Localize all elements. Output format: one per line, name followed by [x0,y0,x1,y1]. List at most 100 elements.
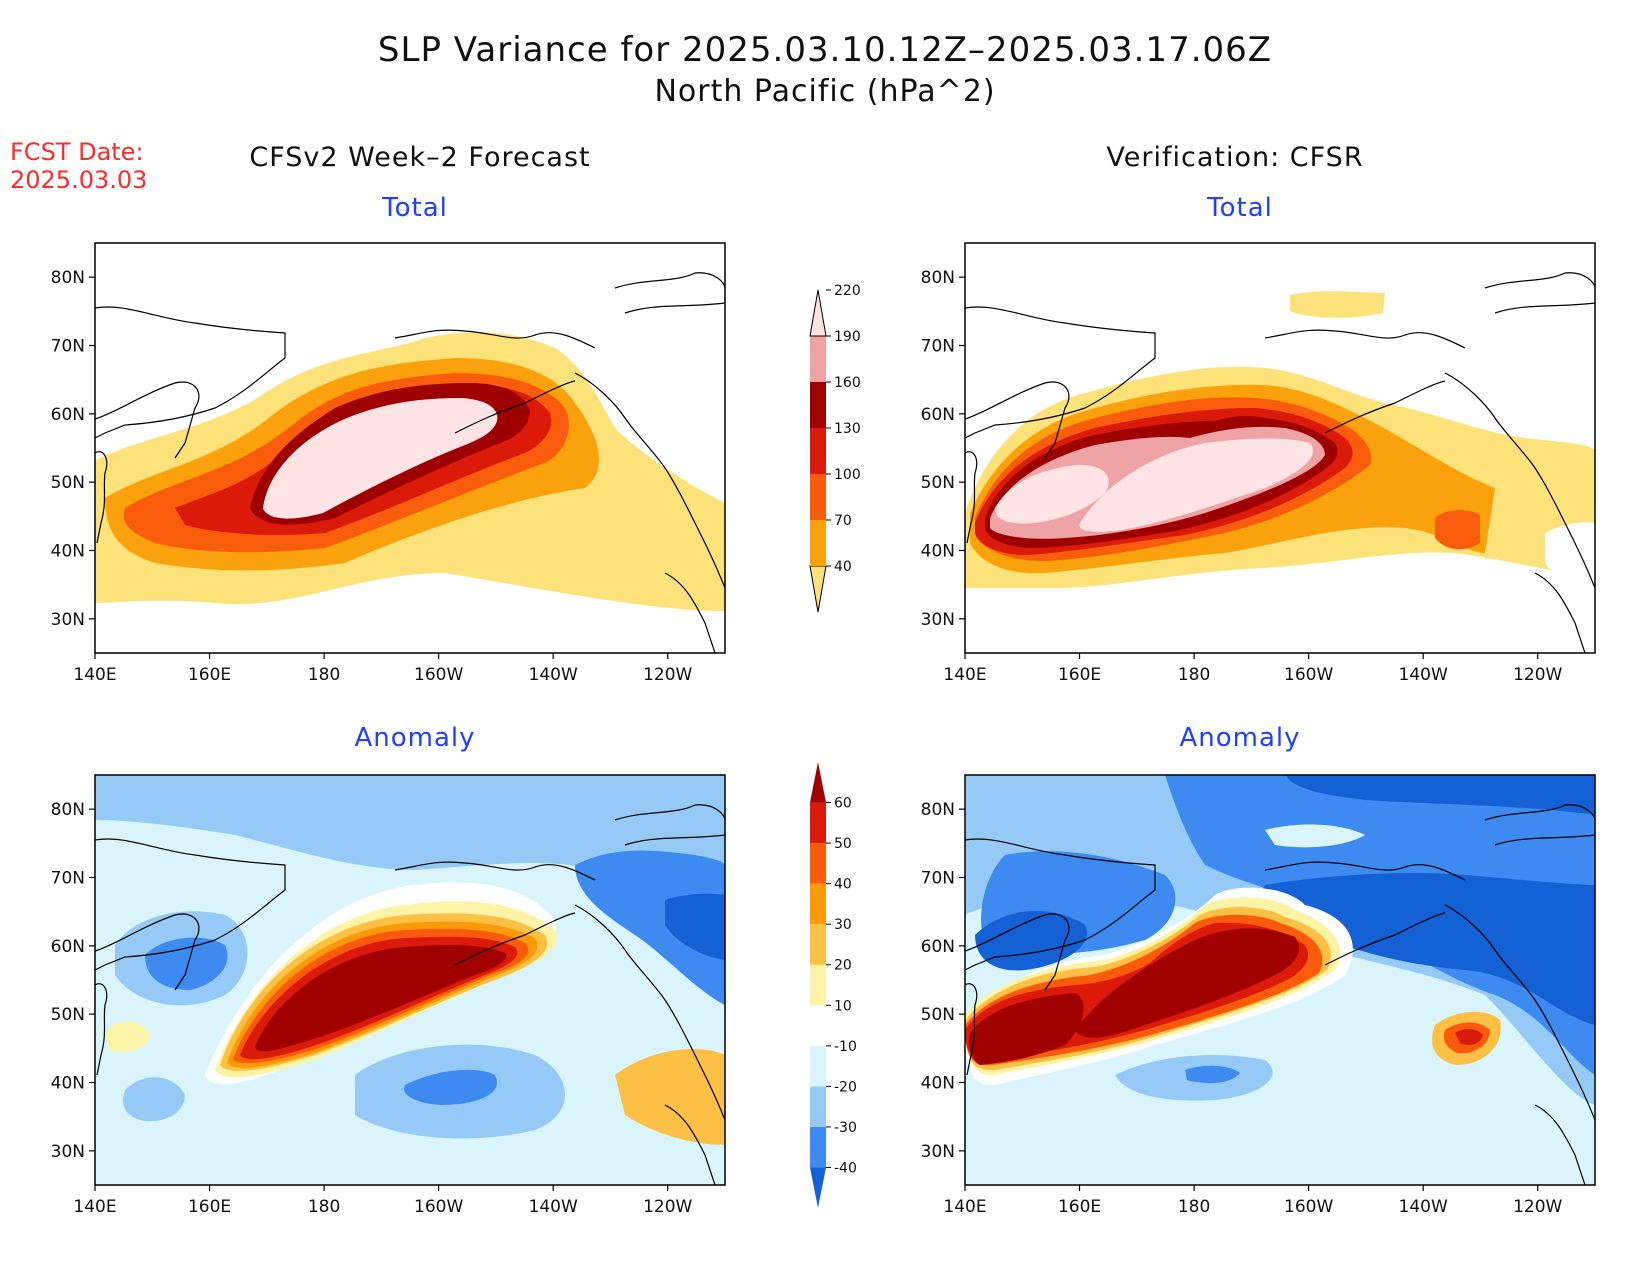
contour-minus20-minus10 [123,1077,185,1122]
x-tick-label: 160E [1058,1197,1101,1217]
colorbar-anomaly-label: 30 [834,917,852,933]
colorbar-total-swatch [810,336,826,382]
x-tick-label: 180 [1178,665,1210,685]
coastlines [965,272,1595,653]
colorbar-anomaly-swatch [810,924,826,965]
main-title: SLP Variance for 2025.03.10.12Z–2025.03.… [377,30,1273,70]
colorbar-anomaly-label: -10 [834,1039,857,1055]
colorbar-anomaly-label: 10 [834,998,852,1014]
colorbar-anomaly-swatch [810,964,826,1006]
colorbar-anomaly-swatch [810,802,826,844]
x-tick-label: 180 [1178,1197,1210,1217]
colorbar-total-label: 220 [834,283,861,299]
y-tick-label: 50N [51,473,85,493]
x-tick-label: 140E [943,665,986,685]
map-panel-forecast-anomaly [94,774,726,1186]
x-tick-label: 160W [414,1197,463,1217]
x-tick-label: 180 [308,1197,340,1217]
contour-100-130 [1435,510,1480,550]
colorbar-anomaly-label: -20 [834,1079,857,1095]
x-tick-label: 160E [188,1197,231,1217]
verification-column-title: Verification: CFSR [1106,142,1364,173]
contour-60-plus [1075,928,1299,1038]
colorbar-total-label: 130 [834,421,861,437]
contour-220-plus [1079,438,1313,532]
panel-title-verification-anomaly: Anomaly [1179,723,1301,753]
coastlines [95,804,725,1185]
map-panel-forecast-total [94,242,726,654]
panel-title-verification-total: Total [1207,193,1273,223]
colorbar-total-label: 70 [834,513,852,529]
contour-minus10-0 [1265,824,1365,848]
contour-20-30 [615,1049,725,1145]
colorbar-anomaly-swatch [810,1045,826,1087]
y-tick-label: 70N [51,337,85,357]
colorbar-total-label: 160 [834,375,861,391]
contour-220-plus [263,398,498,519]
y-tick-label: 60N [51,937,85,957]
colorbar-total-label: 40 [834,559,852,575]
x-tick-label: 160W [414,665,463,685]
x-tick-label: 140W [529,1197,578,1217]
x-tick-label: 140E [73,1197,116,1217]
colorbar-anomaly-label: 50 [834,836,852,852]
y-tick-label: 40N [51,1074,85,1094]
forecast-date-value: 2025.03.03 [10,166,148,194]
x-tick-label: 120W [643,665,692,685]
y-tick-label: 80N [921,800,955,820]
colorbar-total-swatch [809,289,827,337]
colorbar-total-swatch [809,565,827,613]
colorbar-anomaly: -40 -30 -20 -10 10 20 30 40 50 60 [810,762,857,1208]
colorbar-anomaly-swatch [810,1126,826,1168]
colorbar-total-label: 100 [834,467,861,483]
contour-40-70 [1290,291,1385,318]
axes-layer: 140E 160E 180 160W 140W 120W 80N 70N 60N 50N 40N 30… [51,268,1563,1217]
y-tick-label: 70N [51,869,85,889]
y-tick-label: 60N [921,405,955,425]
contour-minus40-minus30 [1261,873,1595,1025]
y-tick-label: 30N [921,610,955,630]
contour-minus30-minus20 [575,850,725,1005]
colorbar-anomaly-label: -40 [834,1160,857,1176]
x-tick-label: 140W [529,665,578,685]
y-tick-label: 50N [51,1005,85,1025]
x-tick-label: 160W [1284,1197,1333,1217]
y-tick-label: 40N [51,542,85,562]
contour-10-20 [105,1021,150,1052]
colorbar-total-label: 190 [834,329,861,345]
y-tick-label: 50N [921,473,955,493]
panel-title-forecast-anomaly: Anomaly [354,723,476,753]
contour-60-plus [969,993,1084,1065]
colorbar-total: 40 70 100 130 160 190 220 [809,283,861,613]
contour-60-plus [255,945,506,1052]
y-tick-label: 80N [51,800,85,820]
y-tick-label: 40N [921,542,955,562]
y-tick-label: 50N [921,1005,955,1025]
y-tick-label: 70N [921,869,955,889]
y-tick-label: 80N [51,268,85,288]
sub-title: North Pacific (hPa^2) [654,74,996,109]
colorbar-anomaly-swatch [810,1167,826,1208]
forecast-column-title: CFSv2 Week–2 Forecast [249,142,591,173]
colorbar-total-swatch [810,474,826,520]
contour-minus30-minus20 [145,937,228,990]
contour-minus10-0 [1384,994,1445,1027]
panel-title-forecast-total: Total [382,193,448,223]
colorbar-anomaly-swatch [810,843,826,884]
coastlines [95,272,725,653]
y-tick-label: 60N [921,937,955,957]
colorbar-anomaly-swatch [810,762,826,803]
contour-minus30-minus20 [1185,1065,1240,1084]
colorbar-total-swatch [810,382,826,428]
x-tick-label: 120W [643,1197,692,1217]
colorbar-anomaly-label: 60 [834,796,852,812]
forecast-date-label: FCST Date: [10,138,144,166]
y-tick-label: 30N [921,1142,955,1162]
y-tick-label: 40N [921,1074,955,1094]
colorbar-anomaly-label: 20 [834,958,852,974]
contour-50-60 [1455,1029,1483,1045]
forecast-date: FCST Date: 2025.03.03 [10,138,147,194]
map-panel-verification-total [964,242,1596,654]
contour-220-plus [995,464,1109,524]
